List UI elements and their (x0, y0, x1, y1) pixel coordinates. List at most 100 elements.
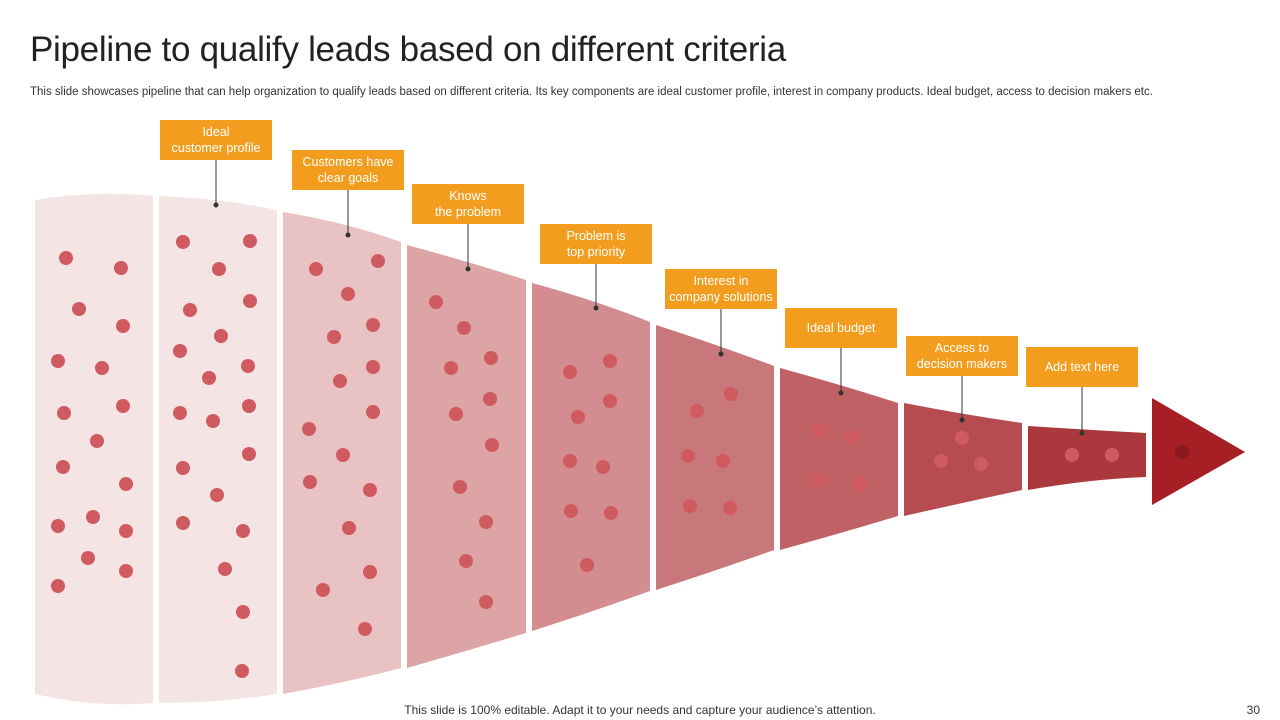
lead-dot (716, 454, 730, 468)
lead-dot (580, 558, 594, 572)
lead-dot (176, 516, 190, 530)
lead-dot (333, 374, 347, 388)
funnel-band-0 (35, 193, 153, 705)
lead-dot (812, 473, 826, 487)
lead-dot (449, 407, 463, 421)
lead-dot (485, 438, 499, 452)
lead-dot (116, 319, 130, 333)
connector-dot-3 (593, 305, 599, 311)
funnel-band-4 (532, 283, 650, 631)
lead-dot (603, 354, 617, 368)
lead-dot (342, 521, 356, 535)
lead-dot (243, 234, 257, 248)
lead-dot (341, 287, 355, 301)
lead-dot (336, 448, 350, 462)
connector-dot-5 (838, 390, 844, 396)
lead-dot (173, 344, 187, 358)
lead-dot (206, 414, 220, 428)
lead-dot (853, 477, 867, 491)
lead-dot (1065, 448, 1079, 462)
lead-dot (723, 501, 737, 515)
page-title: Pipeline to qualify leads based on diffe… (30, 30, 786, 69)
lead-dot (95, 361, 109, 375)
connector-dot-2 (465, 266, 471, 272)
lead-dot (114, 261, 128, 275)
funnel-band-7 (904, 403, 1022, 516)
lead-dot (51, 354, 65, 368)
stage-label-interest-in-company-solutions: Interest in company solutions (665, 269, 777, 309)
lead-dot (119, 564, 133, 578)
lead-dot (571, 410, 585, 424)
stage-label-add-text-here: Add text here (1026, 347, 1138, 387)
funnel-band-3 (407, 245, 526, 668)
footer-note: This slide is 100% editable. Adapt it to… (404, 703, 876, 717)
lead-dot (483, 392, 497, 406)
lead-dot (316, 583, 330, 597)
lead-dot (183, 303, 197, 317)
lead-dot (242, 399, 256, 413)
lead-dot (363, 483, 377, 497)
lead-dot (81, 551, 95, 565)
funnel-band-8 (1028, 426, 1146, 490)
connector-dot-1 (345, 232, 351, 238)
arrowhead-dot (1175, 445, 1189, 459)
lead-dot (243, 294, 257, 308)
lead-dot (371, 254, 385, 268)
lead-dot (563, 454, 577, 468)
lead-dot (955, 431, 969, 445)
lead-dot (444, 361, 458, 375)
lead-dot (366, 318, 380, 332)
lead-dot (236, 524, 250, 538)
lead-dot (51, 579, 65, 593)
lead-dot (327, 330, 341, 344)
lead-dot (845, 430, 859, 444)
lead-dot (303, 475, 317, 489)
lead-dot (309, 262, 323, 276)
lead-dot (563, 365, 577, 379)
lead-dot (202, 371, 216, 385)
stage-label-ideal-budget: Ideal budget (785, 308, 897, 348)
lead-dot (683, 499, 697, 513)
lead-dot (56, 460, 70, 474)
lead-dot (210, 488, 224, 502)
lead-dot (366, 360, 380, 374)
lead-dot (934, 454, 948, 468)
connector-dot-6 (959, 417, 965, 423)
lead-dot (479, 595, 493, 609)
lead-dot (603, 394, 617, 408)
lead-dot (235, 664, 249, 678)
lead-dot (236, 605, 250, 619)
lead-dot (459, 554, 473, 568)
lead-dot (479, 515, 493, 529)
lead-dot (974, 457, 988, 471)
lead-dot (90, 434, 104, 448)
lead-dot (57, 406, 71, 420)
lead-dot (176, 461, 190, 475)
page-number: 30 (1246, 703, 1260, 717)
stage-label-customers-have-clear-goals: Customers have clear goals (292, 150, 404, 190)
funnel-band-1 (159, 196, 277, 703)
lead-dot (218, 562, 232, 576)
lead-dot (214, 329, 228, 343)
lead-dot (119, 524, 133, 538)
lead-dot (690, 404, 704, 418)
lead-dot (484, 351, 498, 365)
lead-dot (366, 405, 380, 419)
stage-label-access-to-decision-makers: Access to decision makers (906, 336, 1018, 376)
lead-dot (457, 321, 471, 335)
lead-dot (176, 235, 190, 249)
stage-label-ideal-customer-profile: Ideal customer profile (160, 120, 272, 160)
lead-dot (242, 447, 256, 461)
pipeline-arrowhead (1152, 398, 1245, 505)
funnel-band-5 (656, 325, 774, 590)
lead-dot (358, 622, 372, 636)
stage-label-problem-is-top-priority: Problem is top priority (540, 224, 652, 264)
lead-dot (363, 565, 377, 579)
lead-dot (1105, 448, 1119, 462)
lead-dot (86, 510, 100, 524)
lead-dot (51, 519, 65, 533)
stage-label-knows-the-problem: Knows the problem (412, 184, 524, 224)
lead-dot (241, 359, 255, 373)
lead-dot (596, 460, 610, 474)
